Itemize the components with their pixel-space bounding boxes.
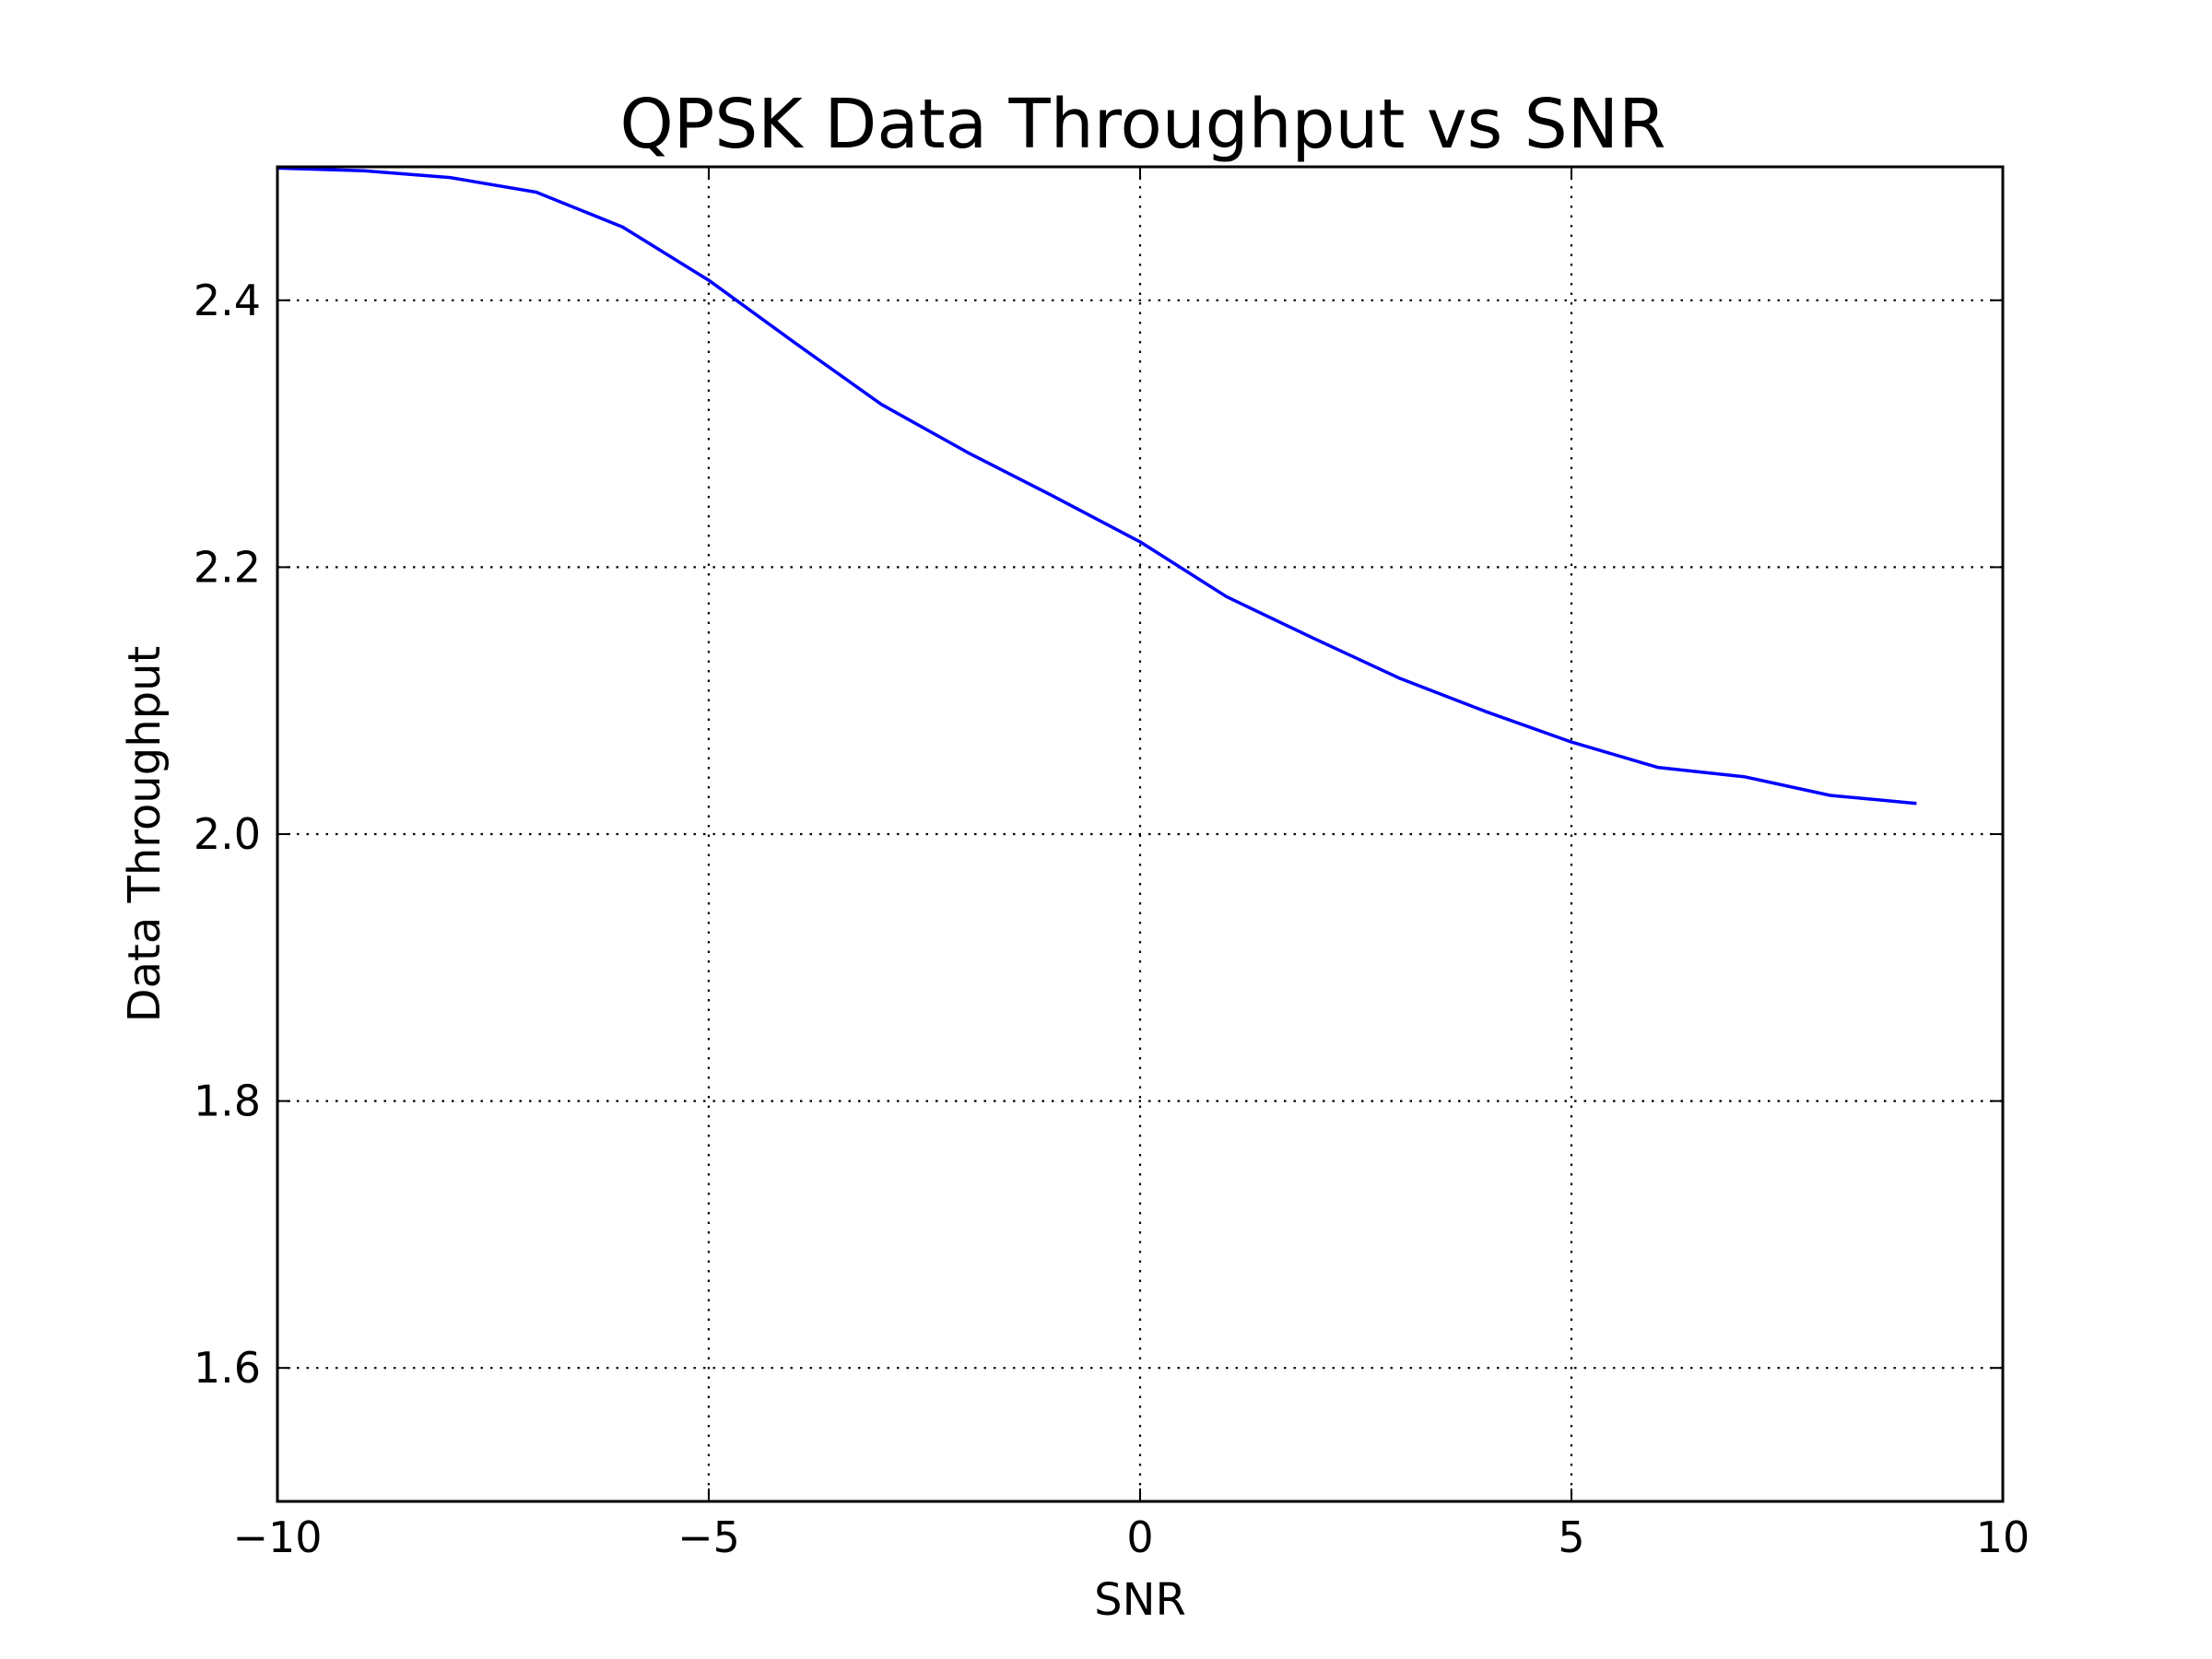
y-tick-label: 1.6 xyxy=(194,1343,261,1393)
x-tick-label: 5 xyxy=(1558,1512,1584,1562)
series-line xyxy=(276,166,1917,806)
plot-area xyxy=(276,165,2005,1503)
series-layer xyxy=(276,166,1917,806)
y-axis-label: Data Throughput xyxy=(119,646,171,1023)
y-tick-label: 2.4 xyxy=(194,276,261,325)
x-tick-label: 0 xyxy=(1126,1512,1153,1562)
x-tick-label: −10 xyxy=(232,1512,322,1562)
y-tick-labels: 1.6 1.8 2.0 2.2 2.4 xyxy=(194,276,261,1393)
x-tick-label: −5 xyxy=(677,1512,740,1562)
y-tick-label: 2.2 xyxy=(194,542,261,592)
x-axis-label: SNR xyxy=(1094,1574,1186,1626)
grid-layer xyxy=(276,167,2005,1501)
y-tick-label: 2.0 xyxy=(194,809,261,859)
x-tick-label: 10 xyxy=(1976,1512,2030,1562)
y-tick-label: 1.8 xyxy=(194,1077,261,1126)
chart-title: QPSK Data Throughput vs SNR xyxy=(619,85,1665,164)
plot-frame xyxy=(276,165,2005,1503)
x-tick-labels: −10 −5 0 5 10 xyxy=(232,1512,2030,1562)
